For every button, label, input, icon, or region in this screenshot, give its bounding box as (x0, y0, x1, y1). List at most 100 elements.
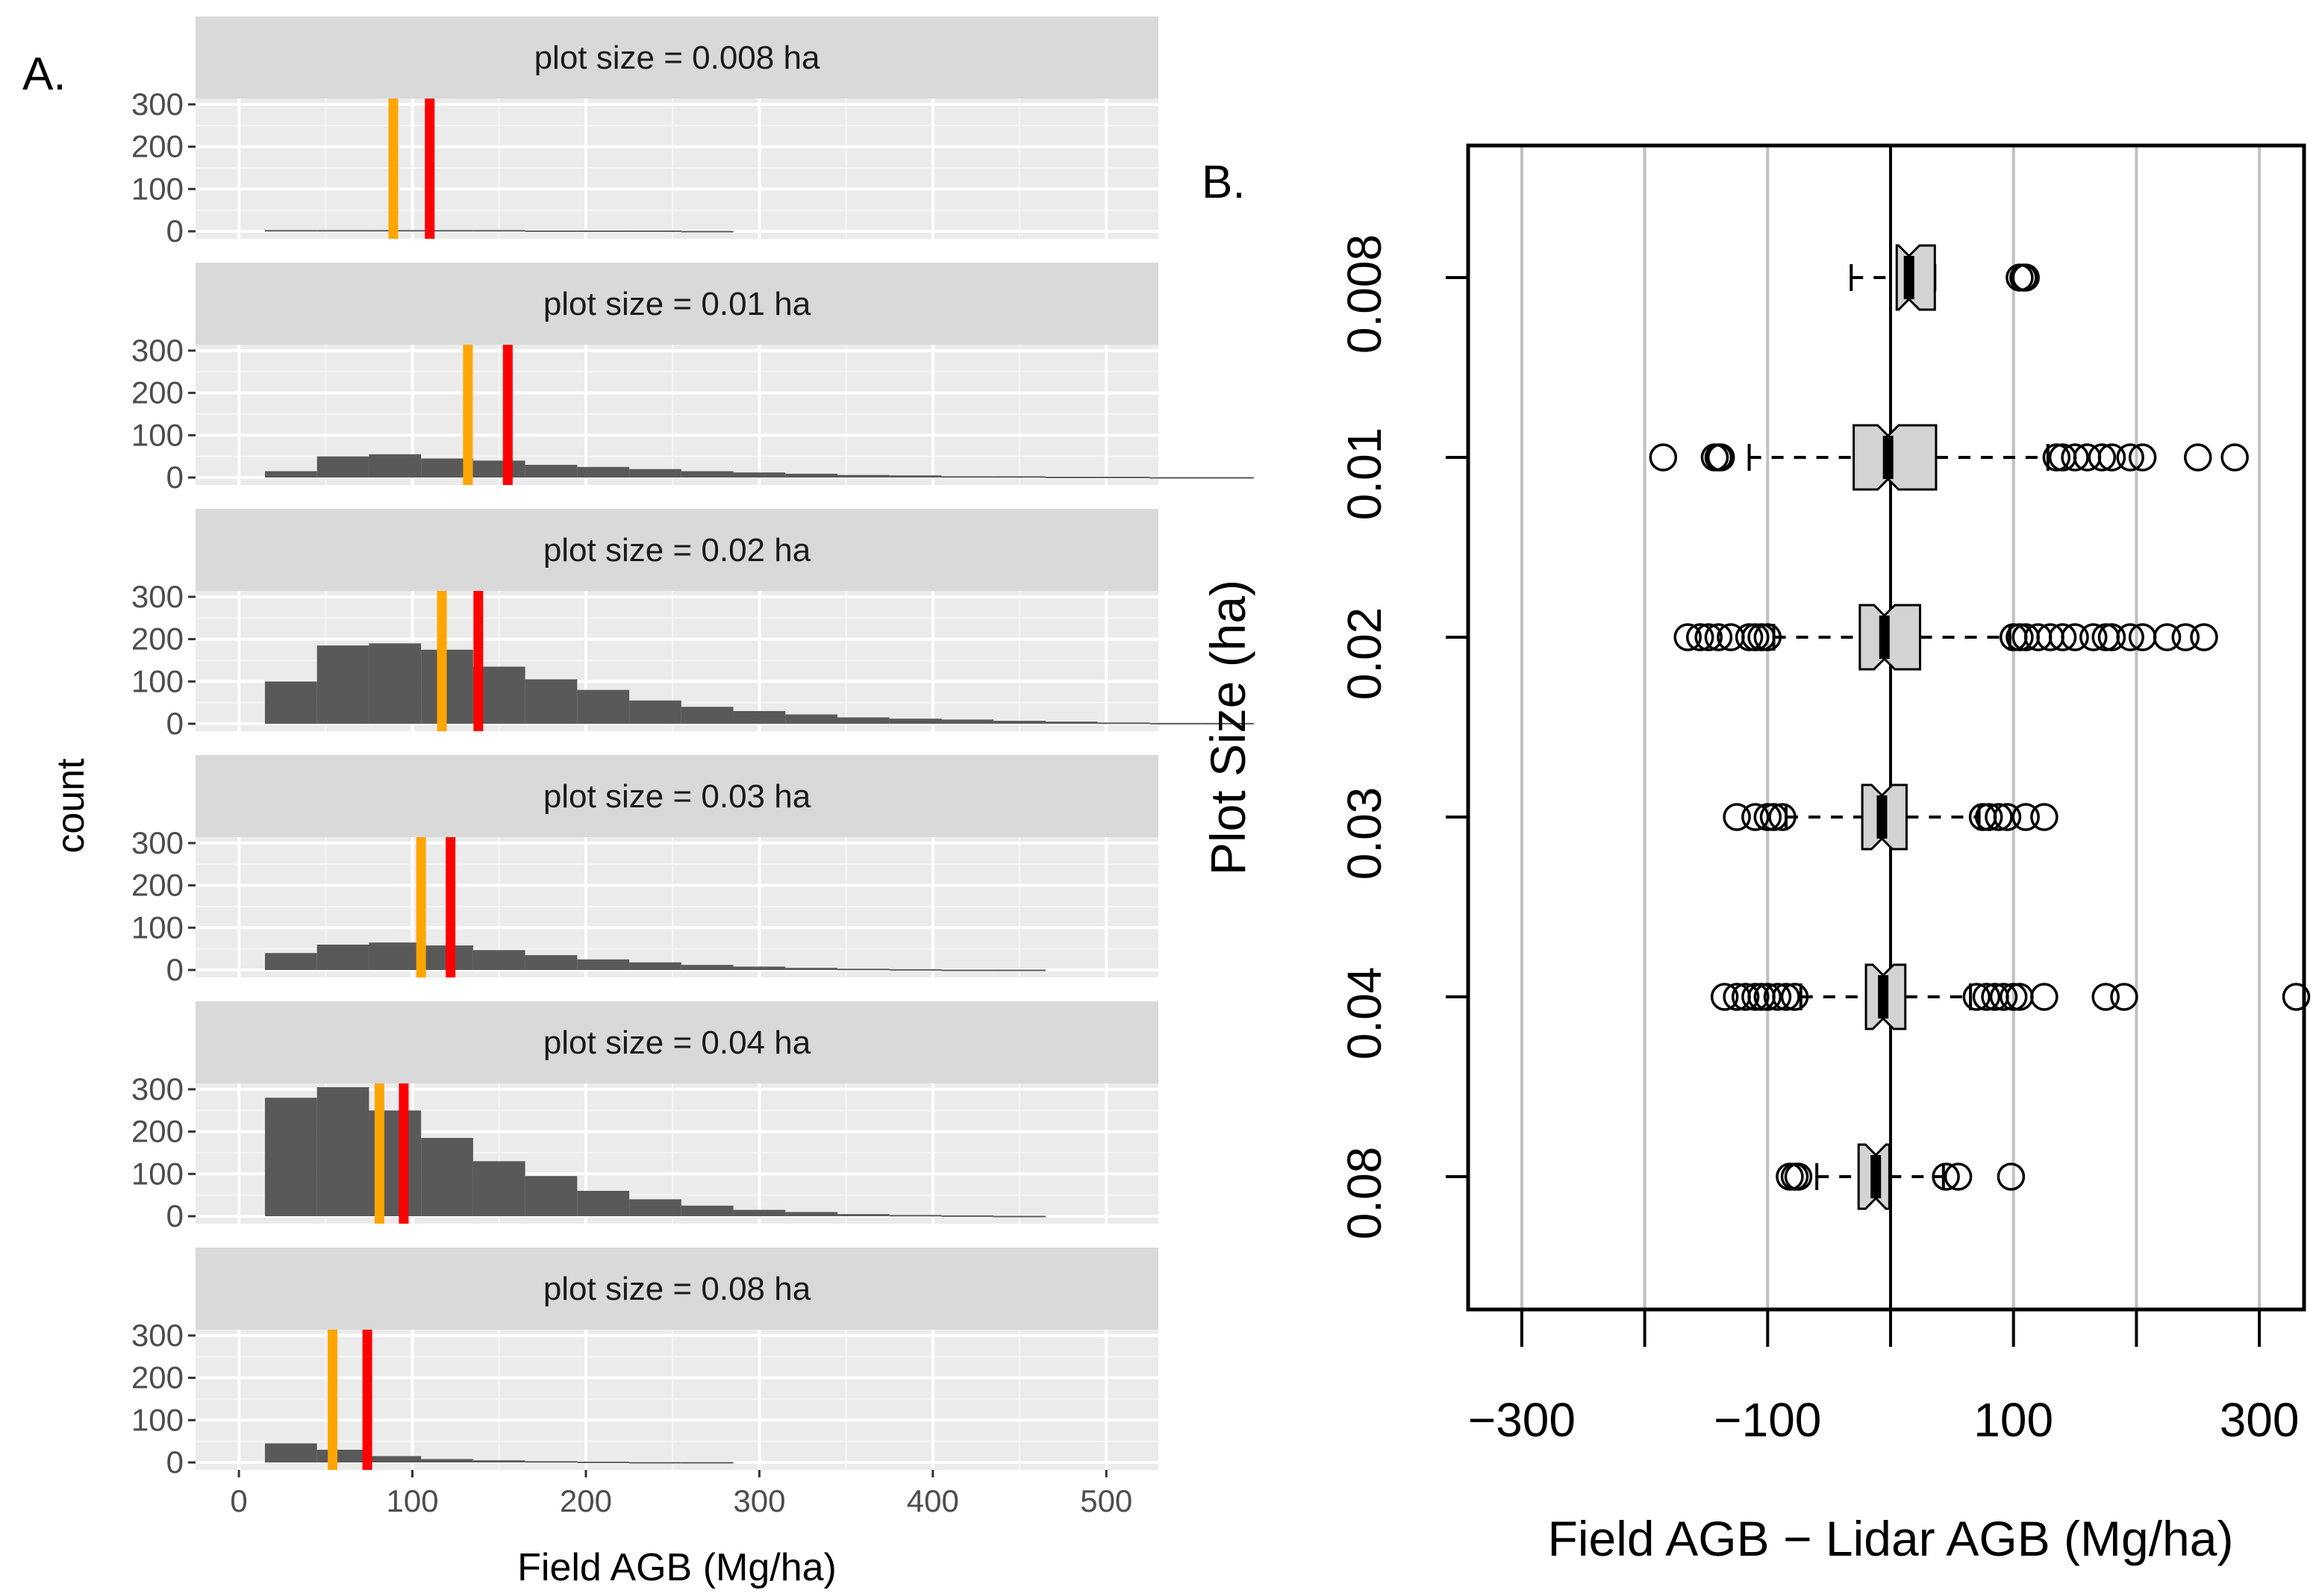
outlier-point (1706, 443, 1735, 472)
outlier-point (1741, 803, 1770, 831)
histogram-bar (889, 475, 942, 478)
histogram-bar (264, 1098, 317, 1216)
outlier-point (2030, 803, 2059, 831)
histogram-bar (316, 1449, 369, 1462)
y-tick-label: 100 (131, 1156, 184, 1191)
facet-4: plot size = 0.04 ha 0 100 200 300 (131, 1001, 1158, 1233)
outlier-point (2190, 623, 2218, 651)
histogram-bar (837, 1214, 890, 1216)
outlier-point (2011, 263, 2040, 292)
histogram-bar (785, 968, 837, 970)
histogram-bar (993, 476, 1046, 478)
facet-strip-label: plot size = 0.008 ha (534, 40, 820, 76)
histogram-bar (369, 1456, 422, 1462)
histogram-bar (629, 230, 681, 232)
y-tick-label: 0 (166, 1445, 184, 1480)
outlier-point (1944, 1162, 1973, 1191)
box-0-01: 0.01 (1338, 424, 2249, 520)
facet-0: plot size = 0.008 ha 0 100 200 300 (131, 16, 1158, 248)
x-tick-label: 0 (230, 1483, 247, 1518)
histogram-bar (316, 944, 369, 970)
outlier-point (1932, 1162, 1960, 1191)
facet-3: plot size = 0.03 ha 0 100 200 300 (131, 755, 1158, 987)
y-tick-label: 200 (131, 622, 184, 657)
histogram-bar (889, 968, 942, 971)
outlier-point (2128, 443, 2157, 472)
outlier-point (1985, 803, 2013, 831)
histogram-bar (837, 968, 890, 971)
histogram-bar (577, 1461, 630, 1463)
histogram-bar (264, 681, 317, 724)
histogram-bar (525, 230, 578, 232)
histogram-bar (1045, 476, 1098, 478)
facet-2: plot size = 0.02 ha 0 100 200 300 (131, 509, 1254, 741)
x-axis-label: Field AGB − Lidar AGB (Mg/ha) (1548, 1511, 2234, 1566)
facet-5: plot size = 0.08 ha 0 100 200 300 0 100 200 300 4… (131, 1248, 1158, 1518)
box-0-008: 0.008 (1338, 234, 2040, 354)
outlier-point (2061, 443, 2089, 472)
histogram-bar (1202, 722, 1254, 725)
y-tick-label: 300 (131, 333, 184, 368)
histogram-bar (577, 230, 630, 232)
y-tick-label: 0 (166, 460, 184, 495)
notched-box (1853, 424, 1938, 491)
outlier-point (1753, 623, 1782, 651)
histogram-bar (681, 965, 734, 970)
outlier-point (1735, 623, 1764, 651)
outlier-point (1763, 983, 1792, 1011)
y-tick-label: 200 (131, 868, 184, 903)
outlier-point (2220, 443, 2249, 472)
x-tick-label: 300 (2220, 1393, 2300, 1447)
outlier-point (2116, 443, 2144, 472)
x-tick-label: 400 (907, 1483, 959, 1518)
box-0-03: 0.03 (1338, 783, 2059, 880)
notched-box (1895, 244, 1936, 311)
y-tick-label: 100 (131, 171, 184, 206)
y-tick-label: 0 (166, 952, 184, 987)
histogram-bar (577, 689, 630, 724)
y-tick-label: 0.02 (1338, 607, 1391, 701)
histogram-bar (472, 230, 525, 232)
y-tick-label: 0.008 (1338, 234, 1391, 354)
histogram-bar (525, 1176, 578, 1216)
y-tick-label: 200 (131, 129, 184, 164)
histogram-bar (941, 476, 994, 478)
y-tick-label: 0.08 (1338, 1147, 1391, 1240)
histogram-bar (1097, 476, 1150, 478)
outlier-point (1999, 983, 2028, 1011)
outlier-point (1731, 983, 1760, 1011)
histogram-bar (264, 953, 317, 970)
notched-box (1858, 604, 1922, 671)
outlier-point (2079, 623, 2108, 651)
x-axis-label: Field AGB (Mg/ha) (517, 1546, 837, 1589)
outlier-point (2048, 623, 2077, 651)
median-line (1879, 616, 1890, 659)
plot-frame (1466, 143, 2306, 1312)
histogram-bar (993, 721, 1046, 724)
panel-b-letter: B. (1202, 157, 1246, 208)
outlier-point (2097, 443, 2126, 472)
histogram-bar (993, 1215, 1046, 1218)
box-0-02: 0.02 (1338, 604, 2218, 701)
y-tick-label: 300 (131, 579, 184, 614)
histogram-bar (681, 1462, 734, 1464)
histogram-bar (1149, 477, 1202, 479)
x-tick-label: 300 (733, 1483, 785, 1518)
histogram-bar (837, 717, 890, 724)
box-0-08: 0.08 (1338, 1143, 2026, 1240)
x-tick-label: −100 (1714, 1393, 1821, 1447)
histogram-bar (369, 454, 422, 478)
histogram-bar (316, 645, 369, 724)
histogram-bar (525, 1461, 578, 1463)
histogram-bar (525, 679, 578, 724)
outlier-point (2042, 443, 2071, 472)
histogram-bar (1045, 722, 1098, 724)
boxplot-panel: 0.008 0.01 0.02 0.03 0.04 0.08 −300 −100 100 300 F… (1200, 143, 2311, 1566)
histogram-bar (629, 1462, 681, 1464)
outlier-point (2061, 623, 2089, 651)
histogram-bar (1149, 722, 1202, 725)
y-axis-label: Plot Size (ha) (1200, 580, 1255, 875)
median-line (1870, 1155, 1882, 1198)
y-tick-label: 0 (166, 1198, 184, 1233)
